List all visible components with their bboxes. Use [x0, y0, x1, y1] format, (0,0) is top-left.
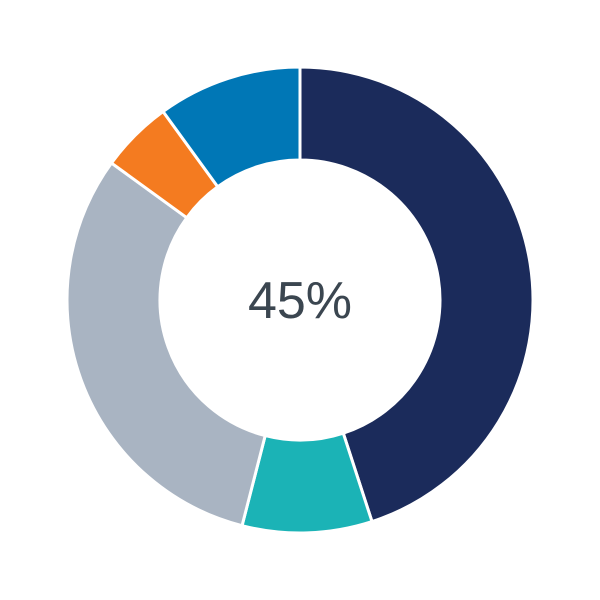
donut-slice-1 [298, 65, 535, 524]
center-label: 45% [248, 272, 352, 330]
donut-slice-3 [65, 160, 268, 528]
slices-group [65, 65, 535, 535]
donut-slice-5 [160, 65, 302, 189]
